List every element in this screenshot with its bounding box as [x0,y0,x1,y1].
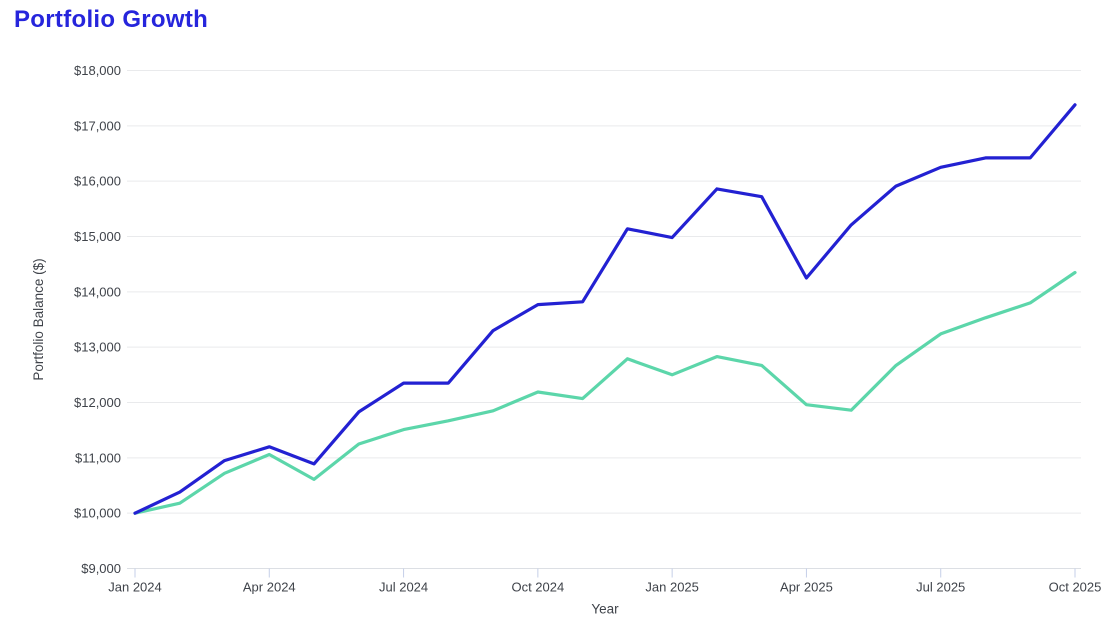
y-axis-tick-label: $10,000 [74,506,121,521]
x-axis-title: Year [591,602,619,617]
y-axis-tick-label: $17,000 [74,118,121,133]
x-axis-tick-label: Oct 2024 [511,580,564,595]
series-lines [133,103,1077,515]
x-axis-tick-label: Apr 2024 [243,580,296,595]
y-axis-tick-label: $15,000 [74,229,121,244]
y-axis-labels: $9,000 $10,000 $11,000 $12,000 $13,000 $14,00… [74,63,121,576]
x-axis-ticks-and-labels: Jan 2024 Apr 2024 Jul 2024 Oct 2024 Jan 2025… [108,568,1102,595]
x-axis-tick-label: Oct 2025 [1049,580,1102,595]
y-axis-tick-label: $14,000 [74,284,121,299]
gridlines [127,70,1081,569]
y-axis-tick-label: $16,000 [74,174,121,189]
y-axis-tick-label: $18,000 [74,63,121,78]
series-line-portfolio-teal [133,270,1077,515]
chart-title: Portfolio Growth [14,6,209,33]
series-line-portfolio-blue [133,103,1077,515]
x-axis-tick-label: Jan 2024 [108,580,162,595]
y-axis-tick-label: $12,000 [74,395,121,410]
x-axis-tick-label: Jul 2024 [379,580,428,595]
y-axis-tick-label: $11,000 [75,450,121,465]
x-axis-tick-label: Apr 2025 [780,580,833,595]
x-axis-tick-label: Jul 2025 [916,580,965,595]
y-axis-title: Portfolio Balance ($) [31,258,46,380]
y-axis-tick-label: $9,000 [81,561,121,576]
y-axis-tick-label: $13,000 [74,340,121,355]
x-axis-tick-label: Jan 2025 [645,580,699,595]
